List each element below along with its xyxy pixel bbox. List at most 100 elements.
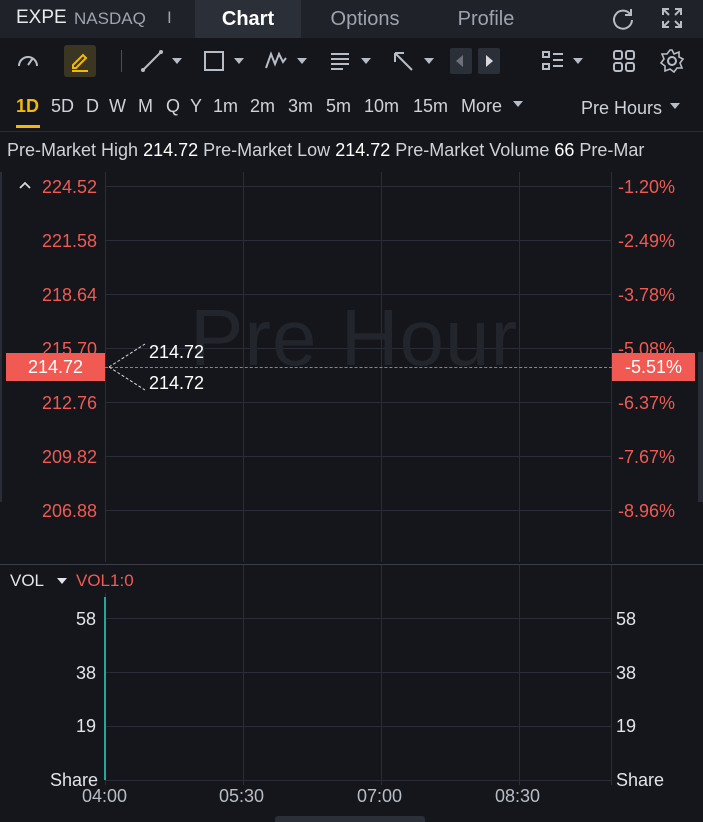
active-period-indicator: [16, 125, 40, 128]
pm-trailing-label: Pre-Mar: [579, 140, 645, 160]
time-axis-label: 08:30: [495, 786, 541, 806]
grid-line: [611, 565, 612, 785]
draw-tool-button[interactable]: [64, 45, 96, 77]
chevron-down-icon[interactable]: [361, 58, 371, 64]
grid-line: [105, 672, 611, 673]
price-axis-label: 212.76: [41, 393, 97, 413]
low-callout: 214.72: [149, 373, 205, 393]
grid-line: [105, 240, 611, 241]
period-5d[interactable]: 5D: [51, 96, 75, 116]
price-axis-label: 206.88: [41, 501, 97, 521]
grid-line: [105, 348, 611, 349]
period-w[interactable]: W: [109, 96, 126, 116]
price-axis-label: 224.52: [41, 177, 97, 197]
speedometer-icon[interactable]: [15, 48, 41, 74]
period-3m[interactable]: 3m: [288, 96, 314, 116]
arrow-tool-icon[interactable]: [390, 48, 416, 74]
draw-icon: [72, 53, 88, 72]
period-selector: 1D 5D D W M Q Y 1m 2m 3m 5m 10m 15m More…: [0, 86, 703, 126]
divider: [0, 131, 703, 132]
period-1d[interactable]: 1D: [16, 96, 40, 116]
period-5m[interactable]: 5m: [326, 96, 352, 116]
pm-volume-value: 66: [554, 140, 575, 160]
line-tool-icon[interactable]: [139, 48, 165, 74]
price-axis-label: 221.58: [41, 231, 97, 251]
pm-volume-label: Pre-Market Volume: [395, 140, 550, 160]
grid-line: [105, 780, 611, 781]
pane-divider[interactable]: [0, 564, 703, 565]
period-2m[interactable]: 2m: [250, 96, 276, 116]
current-price-line: [105, 367, 612, 368]
session-dropdown[interactable]: Pre Hours: [581, 98, 663, 118]
pm-low-label: Pre-Market Low: [203, 140, 331, 160]
current-change-tag: -5.51%: [612, 353, 695, 381]
prev-button[interactable]: [450, 48, 472, 74]
rectangle-tool-icon[interactable]: [201, 48, 227, 74]
tab-profile[interactable]: Profile: [457, 8, 515, 30]
exchange-label: NASDAQ: [74, 9, 146, 28]
time-axis-label: 05:30: [219, 786, 265, 806]
time-axis-label: 07:00: [357, 786, 403, 806]
next-button[interactable]: [478, 48, 500, 74]
top-bar: EXPE NASDAQ I Chart Options Profile: [0, 0, 703, 38]
period-d[interactable]: D: [86, 96, 99, 116]
layout-icon[interactable]: [611, 48, 637, 74]
chevron-down-icon[interactable]: [172, 58, 182, 64]
grid-line: [105, 618, 611, 619]
right-scrollbar[interactable]: [698, 352, 703, 502]
grid-line: [519, 565, 520, 785]
header-separator: I: [167, 8, 172, 27]
volume-axis-label: 38: [76, 663, 97, 683]
grid-line: [105, 186, 611, 187]
drawing-toolbar: [0, 38, 703, 84]
pm-high-label: Pre-Market High: [7, 140, 139, 160]
high-callout: 214.72: [149, 342, 205, 362]
percent-axis-label: -3.78%: [618, 285, 676, 305]
period-m[interactable]: M: [138, 96, 153, 116]
refresh-icon[interactable]: [610, 6, 636, 32]
percent-axis-label: -8.96%: [618, 501, 676, 521]
price-axis-label: 209.82: [41, 447, 97, 467]
chevron-down-icon[interactable]: [670, 103, 680, 109]
volume-unit-label: Share: [50, 770, 99, 790]
tab-chart[interactable]: Chart: [195, 0, 301, 38]
current-price-tag: 214.72: [6, 353, 105, 381]
text-tool-icon[interactable]: [327, 48, 353, 74]
pm-low-value: 214.72: [335, 140, 391, 160]
chevron-down-icon[interactable]: [424, 58, 434, 64]
indicators-icon[interactable]: [540, 48, 566, 74]
chevron-down-icon[interactable]: [297, 58, 307, 64]
settings-icon[interactable]: [659, 48, 685, 74]
pm-high-value: 214.72: [143, 140, 199, 160]
volume-axis-label: 19: [616, 716, 637, 736]
chevron-down-icon[interactable]: [513, 101, 523, 107]
tab-options[interactable]: Options: [330, 8, 400, 30]
period-10m[interactable]: 10m: [364, 96, 400, 116]
grid-line: [105, 402, 611, 403]
grid-line: [105, 456, 611, 457]
prev-icon: [456, 55, 463, 67]
fullscreen-icon[interactable]: [660, 6, 684, 30]
collapse-chevron-icon[interactable]: [18, 180, 32, 190]
drag-handle[interactable]: [275, 816, 425, 822]
grid-line: [105, 510, 611, 511]
grid-line: [381, 565, 382, 785]
grid-line: [105, 726, 611, 727]
period-q[interactable]: Q: [166, 96, 181, 116]
period-15m[interactable]: 15m: [413, 96, 449, 116]
period-y[interactable]: Y: [190, 96, 203, 116]
percent-axis-label: -7.67%: [618, 447, 676, 467]
grid-line: [243, 565, 244, 785]
percent-axis-label: -1.20%: [618, 177, 676, 197]
period-1m[interactable]: 1m: [213, 96, 239, 116]
high-low-callout-lines: [108, 343, 146, 391]
chevron-down-icon[interactable]: [57, 578, 67, 584]
volume-label[interactable]: VOL: [10, 571, 45, 590]
more-dropdown[interactable]: More: [461, 96, 503, 116]
pre-market-info: Pre-Market High 214.72 Pre-Market Low 21…: [7, 140, 644, 161]
chevron-down-icon[interactable]: [573, 58, 583, 64]
grid-line: [105, 294, 611, 295]
chevron-down-icon[interactable]: [234, 58, 244, 64]
pattern-tool-icon[interactable]: [263, 48, 289, 74]
left-edge: [0, 172, 2, 502]
